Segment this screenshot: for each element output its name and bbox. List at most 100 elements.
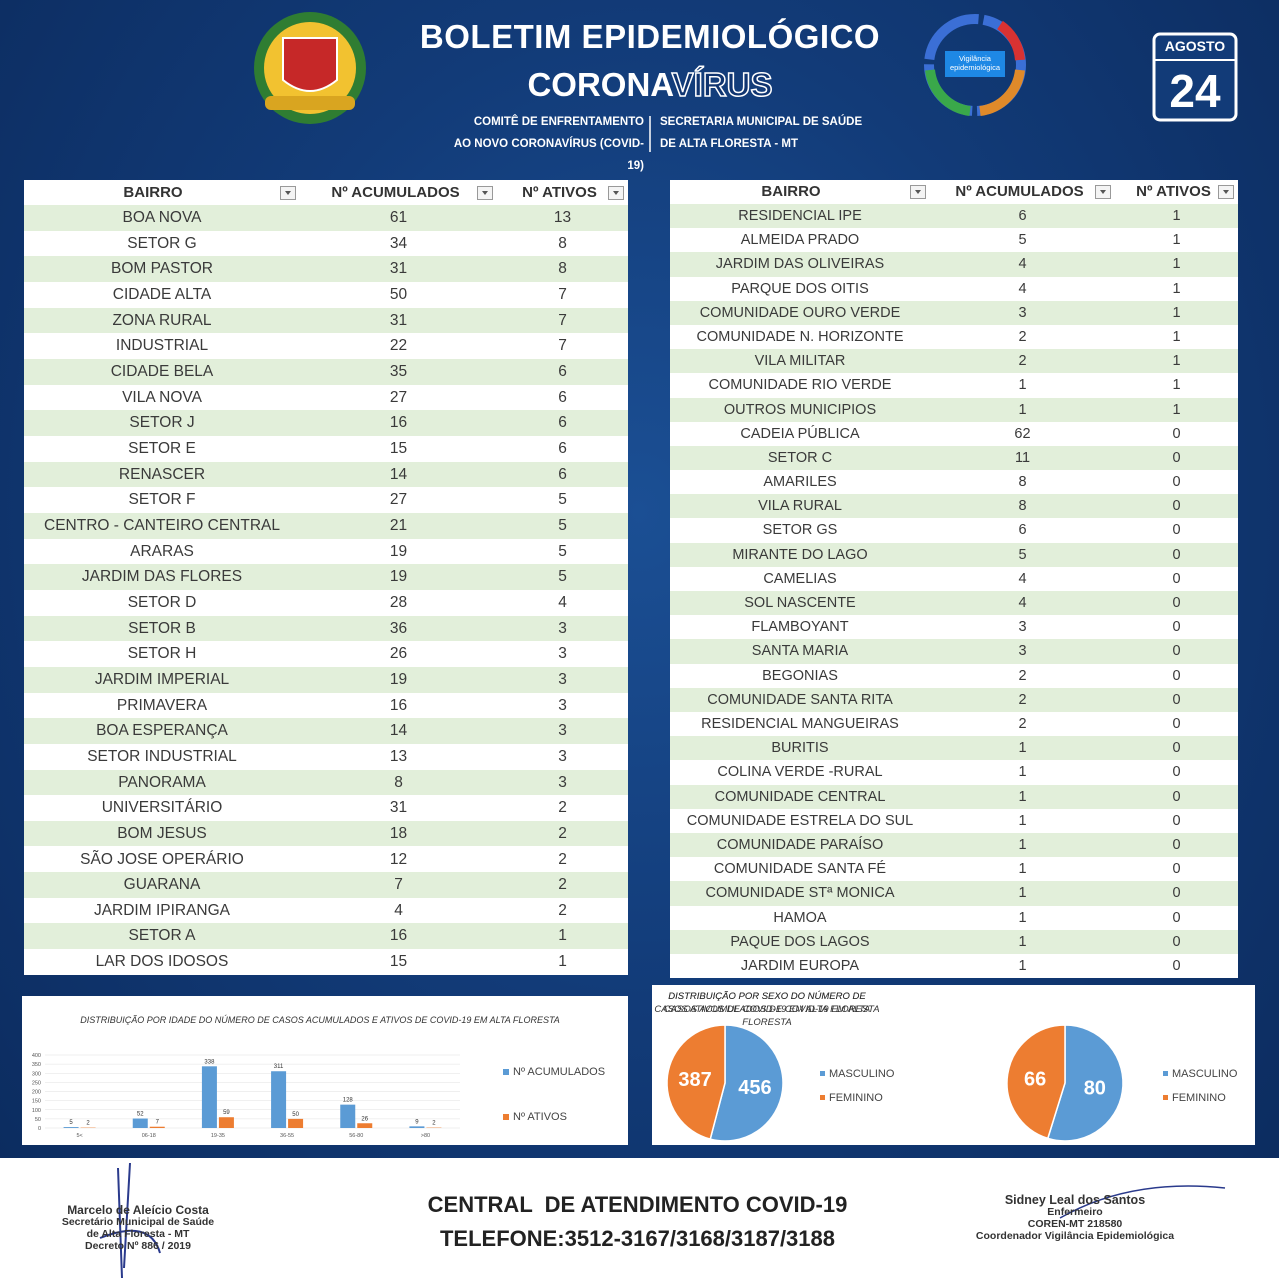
number-cell: 3 (558, 722, 567, 740)
number-cell: 31 (389, 799, 408, 817)
number-cell: 1 (1018, 885, 1027, 902)
number-cell: 0 (1172, 474, 1181, 491)
name-cell: RESIDENCIAL MANGUEIRAS (701, 715, 899, 732)
table-row (24, 461, 628, 488)
number-cell: 6 (1018, 208, 1027, 224)
x-tick-label: 06-18 (142, 1133, 156, 1139)
number-cell: 1 (1172, 377, 1181, 394)
number-cell: 1 (1172, 256, 1181, 273)
name-cell: COMUNIDADE ESTRELA DO SUL (686, 812, 914, 829)
number-cell: 3 (558, 696, 567, 714)
bar-panel: DISTRIBUIÇÃO POR IDADE DO NÚMERO DE CASO… (22, 996, 628, 1145)
number-cell: 7 (558, 311, 567, 329)
vigilancia-logo (924, 14, 1026, 116)
y-tick-label: 200 (32, 1090, 41, 1096)
table-row (670, 421, 1238, 446)
value-label: 66 (1024, 1068, 1046, 1090)
number-cell: 0 (1172, 764, 1181, 781)
number-cell: 3 (558, 645, 567, 663)
chart-title: DISTRIBUIÇÃO POR IDADE DO NÚMERO DE CASO… (80, 1015, 560, 1025)
table-row (670, 832, 1238, 858)
number-cell: 5 (1018, 232, 1027, 249)
pie-chart: 80 MASCULINO 66 FEMININO (1006, 1024, 1238, 1142)
legend-label: FEMININO (1172, 1092, 1226, 1104)
column-header: BAIRRO (123, 184, 183, 201)
name-cell: HAMOA (773, 909, 827, 926)
table-row (24, 589, 628, 616)
number-cell: 1 (1172, 208, 1181, 224)
name-cell: BOA NOVA (122, 209, 202, 226)
name-cell: COMUNIDADE SANTA FÉ (713, 861, 887, 878)
subtitle-part: CORONA (527, 66, 672, 103)
name-cell: SÃO JOSE OPERÁRIO (80, 850, 244, 868)
table-row (24, 923, 628, 950)
number-cell: 2 (558, 850, 567, 868)
number-cell: 3 (1018, 619, 1027, 636)
calendar (649, 32, 1238, 152)
number-cell: 2 (558, 876, 567, 894)
table-row (24, 564, 628, 590)
number-cell: 27 (389, 491, 408, 509)
table-row (24, 281, 628, 308)
footer: Marcelo de Aleício Costa Secretário Muni… (0, 1158, 1279, 1280)
table-row (670, 324, 1238, 350)
number-cell: 1 (1018, 861, 1027, 878)
bar (63, 1127, 79, 1128)
number-cell: 0 (1172, 498, 1181, 515)
name-cell: BOM PASTOR (111, 260, 213, 278)
table-row (24, 384, 628, 411)
number-cell: 2 (1018, 715, 1027, 732)
logo-ring-blue (924, 14, 1026, 116)
committee: COMITÊ DE ENFRENTAMENTO AO NOVO CORONAVÍ… (440, 111, 644, 177)
filter-button (1218, 185, 1234, 199)
name-cell: VILA NOVA (122, 388, 202, 406)
name-cell: SETOR J (129, 414, 195, 432)
table-row (24, 897, 628, 924)
number-cell: 14 (389, 722, 408, 740)
name-cell: CAMELIAS (763, 570, 837, 587)
legend-label: Nº ATIVOS (513, 1111, 567, 1123)
table-row (670, 228, 1238, 253)
central-line: TELEFONE:3512-3167/3168/3187/3188 (439, 1226, 836, 1251)
number-cell: 0 (1172, 909, 1181, 926)
table-row (24, 949, 628, 975)
number-cell: 4 (394, 901, 403, 919)
chart-title: DISTRIBUIÇÃO POR SEXO DO NÚMERO DE CASOS… (654, 991, 880, 1015)
title: BOLETIM EPIDEMIOLÓGICO (419, 18, 881, 55)
subtitle: CORONAVÍRUS (360, 65, 940, 104)
number-cell: 5 (558, 542, 567, 560)
number-cell: 3 (558, 619, 567, 637)
value-label: 59 (223, 1110, 230, 1116)
name-cell: BOA ESPERANÇA (96, 722, 228, 740)
signature-line: Coordenador Vigilância Epidemiológica (975, 1230, 1175, 1242)
number-cell: 2 (558, 824, 567, 842)
number-cell: 2 (1018, 353, 1027, 370)
number-cell: 34 (389, 234, 408, 252)
name-cell: SANTA MARIA (751, 643, 849, 660)
signature-line: de Alta Floresta - MT (86, 1228, 190, 1240)
number-cell: 14 (389, 465, 408, 483)
y-tick-label: 0 (38, 1126, 41, 1132)
number-cell: 0 (1172, 522, 1181, 539)
signature-name: Sidney Leal dos Santos (1004, 1193, 1146, 1207)
x-tick-label: 36-55 (280, 1133, 294, 1139)
name-cell: RENASCER (118, 465, 206, 483)
logo-ring-orange (979, 69, 1025, 116)
number-cell: 1 (1172, 401, 1181, 418)
table-row (670, 591, 1238, 616)
calendar-box (1152, 32, 1238, 122)
table-row (670, 542, 1238, 567)
name-cell: JARDIM IPIRANGA (93, 901, 231, 919)
name-cell: COMUNIDADE N. HORIZONTE (696, 328, 904, 345)
number-cell: 19 (389, 568, 408, 586)
number-cell: 7 (558, 285, 567, 303)
table-row (670, 349, 1238, 374)
name-cell: COMUNIDADE PARAÍSO (716, 836, 884, 853)
central-line: CENTRAL DE ATENDIMENTO COVID-19 (427, 1192, 848, 1217)
legend-swatch (820, 1095, 825, 1100)
y-tick-label: 50 (35, 1117, 41, 1123)
number-cell: 0 (1172, 546, 1181, 563)
y-tick-label: 350 (32, 1062, 41, 1068)
name-cell: UNIVERSITÁRIO (101, 799, 223, 817)
name-cell: MIRANTE DO LAGO (732, 546, 868, 563)
